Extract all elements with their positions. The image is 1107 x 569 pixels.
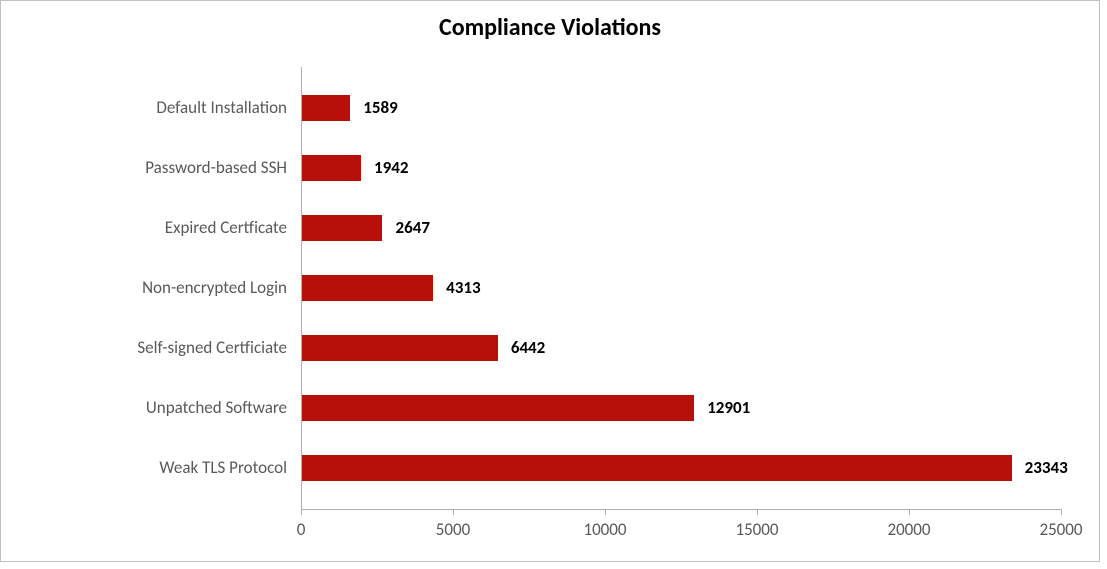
y-axis-label: Weak TLS Protocol	[159, 457, 287, 478]
bar-value-label: 6442	[511, 337, 545, 358]
y-axis-label: Expired Certficate	[165, 217, 287, 238]
bar	[302, 275, 433, 301]
x-tick-label: 15000	[735, 519, 778, 540]
bar-value-label: 23343	[1025, 457, 1068, 478]
bar-value-label: 4313	[446, 277, 480, 298]
y-axis-label: Non-encrypted Login	[142, 277, 287, 298]
bar	[302, 455, 1012, 481]
x-tick-label: 5000	[436, 519, 470, 540]
bar	[302, 395, 694, 421]
bar	[302, 95, 350, 121]
x-tick-mark	[1061, 509, 1062, 515]
x-tick-label: 10000	[583, 519, 626, 540]
x-tick-mark	[909, 509, 910, 515]
x-tick-mark	[605, 509, 606, 515]
x-tick-label: 0	[297, 519, 306, 540]
compliance-violations-chart: Compliance Violations 0 5000 10000 15000 200…	[0, 0, 1100, 562]
bar-value-label: 12901	[707, 397, 750, 418]
bar	[302, 215, 382, 241]
y-axis-label: Unpatched Software	[146, 397, 287, 418]
x-tick-mark	[757, 509, 758, 515]
x-axis-line	[301, 509, 1061, 510]
bar	[302, 335, 498, 361]
bar-value-label: 1942	[374, 157, 408, 178]
x-tick-mark	[301, 509, 302, 515]
bar	[302, 155, 361, 181]
y-axis-label: Password-based SSH	[145, 157, 287, 178]
x-tick-label: 25000	[1039, 519, 1082, 540]
x-tick-label: 20000	[887, 519, 930, 540]
x-tick-mark	[453, 509, 454, 515]
chart-title: Compliance Violations	[1, 13, 1099, 42]
bar-value-label: 2647	[395, 217, 429, 238]
y-axis-label: Self-signed Certficiate	[137, 337, 287, 358]
bar-value-label: 1589	[363, 97, 397, 118]
y-axis-label: Default Installation	[156, 97, 287, 118]
